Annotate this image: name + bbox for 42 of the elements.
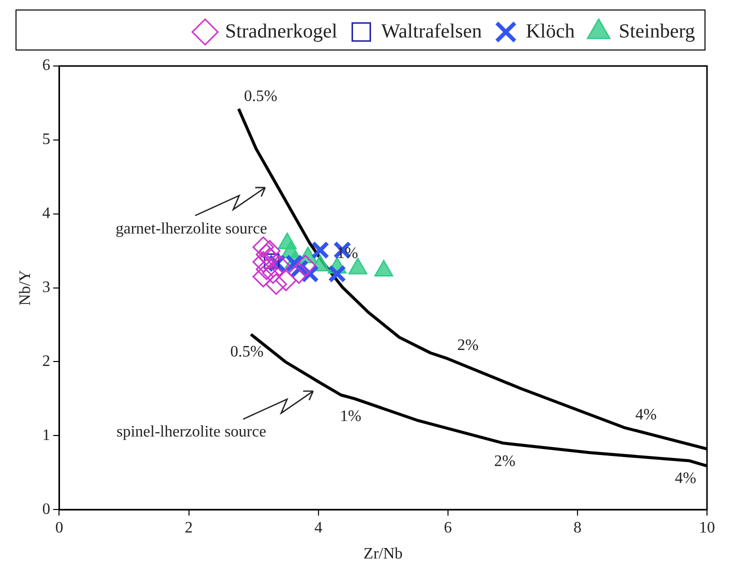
x-tick-label: 6 — [444, 519, 452, 536]
point — [288, 262, 310, 284]
point — [256, 258, 278, 280]
x-tick-label: 4 — [314, 519, 322, 536]
x-axis-title: Zr/Nb — [364, 546, 403, 563]
point — [268, 254, 290, 276]
legend-label: Stradnerkogel — [225, 20, 338, 42]
x-tick-label: 2 — [184, 519, 193, 536]
annotation: garnet-lherzolite source — [116, 220, 268, 238]
y-tick-label: 4 — [42, 205, 50, 222]
x-tick-label: 0 — [55, 519, 64, 536]
point — [275, 270, 297, 292]
annotation: 0.5% — [244, 88, 278, 106]
point — [252, 236, 274, 258]
legend-label: Steinberg — [618, 20, 696, 42]
y-axis-title: Nb/Y — [16, 270, 34, 306]
point — [311, 241, 330, 260]
point — [258, 240, 280, 262]
legend-label: Waltrafelsen — [381, 20, 482, 42]
y-tick-label: 6 — [42, 57, 50, 74]
point — [294, 254, 316, 276]
x-tick-label: 10 — [699, 519, 715, 536]
point — [258, 247, 280, 269]
y-tick-label: 1 — [42, 426, 50, 444]
y-tick-label: 2 — [42, 352, 50, 370]
annotation: 0.5% — [230, 344, 264, 361]
point — [262, 262, 284, 284]
point — [252, 266, 274, 288]
y-tick-label: 3 — [42, 279, 50, 296]
point — [328, 264, 346, 283]
annotation: spinel-lherzolite source — [116, 424, 266, 441]
legend-label: Klöch — [526, 20, 575, 42]
annotation: 2% — [494, 453, 516, 470]
y-tick-label: 0 — [42, 500, 50, 518]
point — [265, 273, 287, 295]
annotation: 4% — [635, 406, 657, 424]
x-tick-label: 8 — [573, 519, 582, 536]
annotation: 4% — [674, 470, 696, 488]
annotation: 1% — [340, 408, 362, 425]
annotation: 2% — [457, 337, 479, 354]
y-tick-label: 5 — [42, 131, 50, 148]
point — [252, 251, 274, 273]
